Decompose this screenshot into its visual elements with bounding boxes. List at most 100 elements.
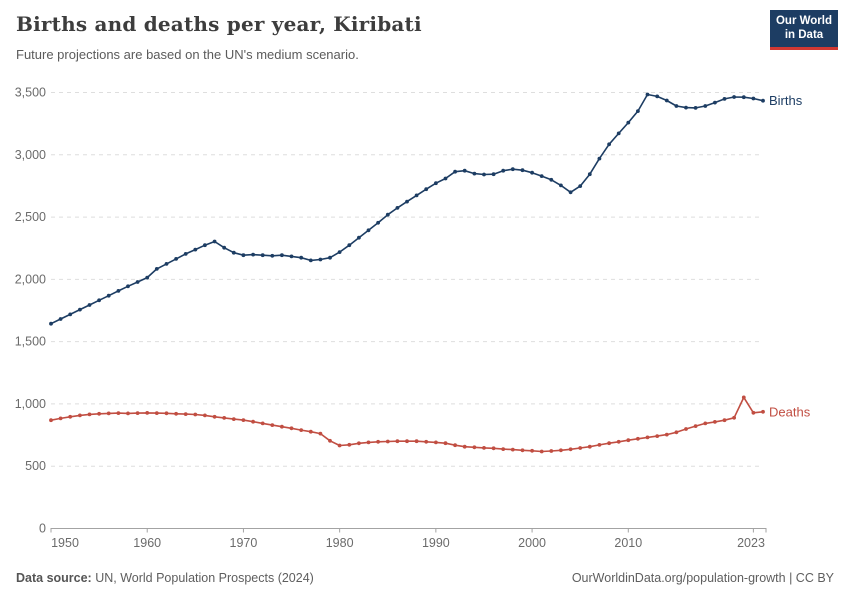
data-point[interactable] [222, 416, 227, 420]
data-point[interactable] [212, 414, 217, 419]
data-point[interactable] [472, 445, 477, 450]
data-point[interactable] [741, 395, 746, 400]
data-point[interactable] [78, 307, 82, 312]
data-point[interactable] [626, 120, 631, 125]
data-point[interactable] [318, 257, 323, 262]
data-point[interactable] [530, 448, 534, 453]
data-point[interactable] [116, 411, 121, 415]
data-point[interactable] [376, 220, 380, 225]
data-point[interactable] [357, 235, 361, 240]
data-point[interactable] [501, 447, 506, 451]
data-point[interactable] [568, 190, 573, 195]
data-point[interactable] [655, 434, 660, 438]
data-point[interactable] [183, 252, 188, 256]
data-point[interactable] [713, 100, 717, 105]
data-point[interactable] [154, 411, 159, 415]
data-point[interactable] [549, 449, 554, 453]
data-point[interactable] [289, 254, 294, 259]
data-point[interactable] [434, 181, 438, 186]
data-point[interactable] [645, 92, 650, 97]
data-point[interactable] [405, 439, 409, 444]
data-point[interactable] [260, 253, 265, 258]
data-point[interactable] [472, 171, 477, 176]
data-point[interactable] [684, 427, 688, 431]
data-point[interactable] [78, 413, 82, 418]
data-point[interactable] [347, 243, 352, 248]
data-point[interactable] [366, 228, 371, 233]
data-point[interactable] [616, 439, 621, 444]
data-point[interactable] [231, 250, 236, 255]
data-point[interactable] [49, 321, 53, 326]
data-point[interactable] [68, 414, 73, 419]
data-point[interactable] [154, 267, 159, 271]
data-point[interactable] [58, 416, 63, 421]
data-point[interactable] [337, 250, 342, 255]
data-point[interactable] [414, 193, 419, 198]
data-point[interactable] [597, 443, 602, 447]
data-point[interactable] [520, 448, 525, 453]
data-point[interactable] [68, 312, 73, 317]
data-point[interactable] [751, 96, 756, 101]
data-point[interactable] [751, 410, 756, 415]
data-point[interactable] [251, 252, 256, 257]
data-point[interactable] [510, 447, 515, 452]
data-point[interactable] [87, 412, 92, 417]
data-point[interactable] [212, 239, 217, 244]
data-point[interactable] [308, 258, 313, 263]
data-point[interactable] [241, 418, 246, 422]
data-point[interactable] [664, 432, 669, 437]
data-point[interactable] [703, 104, 708, 108]
data-point[interactable] [462, 444, 467, 449]
data-point[interactable] [559, 183, 563, 188]
data-point[interactable] [462, 168, 467, 173]
data-point[interactable] [741, 95, 746, 100]
data-point[interactable] [587, 172, 592, 177]
data-point[interactable] [145, 275, 150, 280]
data-point[interactable] [145, 411, 150, 415]
data-point[interactable] [116, 289, 121, 293]
data-point[interactable] [49, 418, 53, 423]
data-point[interactable] [318, 431, 323, 436]
data-point[interactable] [722, 418, 727, 423]
data-point[interactable] [174, 411, 179, 416]
data-point[interactable] [693, 106, 698, 110]
data-point[interactable] [395, 206, 400, 210]
data-point[interactable] [231, 417, 236, 421]
data-point[interactable] [135, 411, 140, 415]
data-point[interactable] [539, 449, 544, 454]
data-point[interactable] [530, 170, 534, 175]
data-point[interactable] [183, 412, 188, 416]
data-point[interactable] [587, 444, 592, 449]
data-point[interactable] [270, 253, 275, 258]
data-point[interactable] [193, 247, 198, 252]
data-point[interactable] [453, 443, 457, 448]
data-point[interactable] [559, 448, 563, 453]
data-point[interactable] [607, 142, 611, 147]
data-point[interactable] [482, 446, 486, 450]
data-point[interactable] [126, 284, 130, 289]
data-point[interactable] [58, 317, 63, 321]
data-point[interactable] [597, 156, 602, 161]
data-point[interactable] [280, 253, 284, 258]
data-point[interactable] [424, 439, 429, 444]
owid-url-license[interactable]: OurWorldinData.org/population-growth | C… [571, 571, 834, 585]
data-point[interactable] [578, 184, 583, 189]
data-point[interactable] [674, 104, 679, 108]
data-point[interactable] [693, 424, 698, 428]
data-point[interactable] [636, 436, 640, 441]
data-point[interactable] [385, 439, 390, 444]
data-point[interactable] [732, 415, 736, 420]
data-point[interactable] [203, 243, 207, 248]
data-point[interactable] [164, 262, 169, 266]
data-point[interactable] [761, 409, 765, 414]
data-point[interactable] [491, 446, 496, 451]
data-point[interactable] [193, 412, 198, 417]
data-point[interactable] [645, 435, 650, 440]
data-point[interactable] [607, 441, 611, 446]
data-point[interactable] [328, 255, 332, 260]
data-point[interactable] [87, 303, 92, 307]
data-point[interactable] [414, 439, 419, 444]
data-point[interactable] [722, 97, 727, 101]
data-point[interactable] [732, 95, 736, 99]
data-point[interactable] [203, 413, 207, 418]
